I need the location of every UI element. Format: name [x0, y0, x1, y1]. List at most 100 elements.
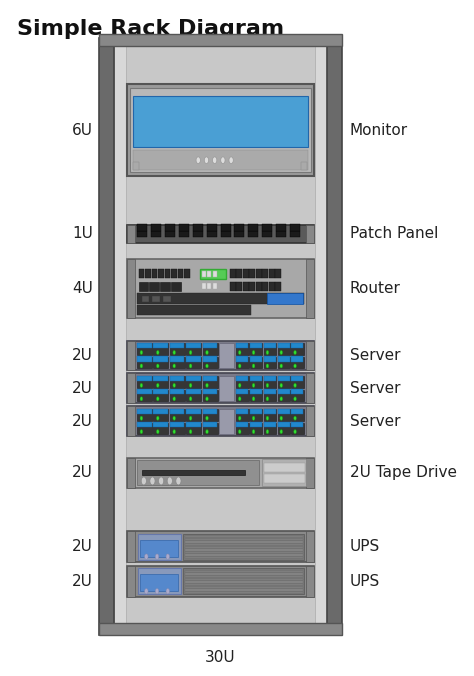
Bar — [208, 270, 211, 277]
Circle shape — [266, 383, 269, 387]
Bar — [160, 282, 170, 291]
Bar — [250, 343, 263, 355]
Bar — [184, 587, 302, 588]
Bar — [114, 38, 327, 635]
Bar — [256, 270, 262, 279]
Circle shape — [173, 430, 175, 434]
Bar — [186, 389, 201, 394]
Bar — [277, 377, 290, 387]
Bar — [243, 282, 248, 291]
Circle shape — [280, 430, 283, 434]
Bar — [133, 162, 139, 170]
Circle shape — [156, 416, 159, 420]
Bar — [277, 389, 290, 401]
Bar — [202, 343, 217, 348]
Circle shape — [294, 416, 296, 420]
Bar — [277, 422, 290, 427]
Bar — [202, 357, 218, 368]
Text: 1U: 1U — [72, 226, 93, 241]
Bar — [292, 377, 304, 387]
Bar — [153, 343, 168, 355]
Bar — [220, 231, 230, 237]
Bar — [277, 409, 290, 414]
Bar — [137, 409, 152, 420]
Bar — [137, 356, 152, 362]
Bar — [128, 341, 135, 370]
Bar — [202, 409, 218, 420]
Circle shape — [280, 364, 283, 368]
Text: Patch Panel: Patch Panel — [350, 226, 438, 241]
Bar — [306, 224, 314, 243]
Bar — [186, 376, 201, 381]
Bar — [277, 356, 290, 362]
Bar — [219, 408, 234, 434]
Bar — [171, 270, 177, 279]
Bar — [153, 409, 168, 414]
Circle shape — [156, 430, 159, 434]
Circle shape — [252, 397, 255, 401]
Bar — [264, 422, 276, 434]
Bar — [186, 422, 201, 427]
Bar — [236, 389, 248, 394]
Circle shape — [166, 554, 170, 559]
Circle shape — [156, 364, 159, 368]
Circle shape — [140, 350, 143, 354]
Bar — [153, 357, 168, 368]
Bar — [202, 389, 218, 401]
Bar — [249, 282, 255, 291]
Circle shape — [140, 416, 143, 420]
Bar — [170, 377, 185, 387]
Bar — [153, 422, 168, 427]
Bar — [292, 409, 303, 414]
Bar — [153, 356, 168, 362]
Bar — [186, 343, 201, 348]
Bar — [165, 224, 175, 231]
Circle shape — [212, 157, 217, 164]
Bar — [133, 96, 308, 147]
Circle shape — [238, 416, 241, 420]
Bar — [235, 224, 245, 231]
Bar — [236, 389, 248, 401]
Text: Server: Server — [350, 414, 400, 429]
Text: 2U: 2U — [72, 414, 93, 429]
Bar — [142, 296, 149, 301]
Bar — [184, 554, 302, 556]
Bar — [236, 343, 248, 355]
Circle shape — [252, 383, 255, 387]
Bar — [243, 270, 248, 279]
Circle shape — [176, 477, 181, 485]
Bar — [138, 569, 181, 594]
Bar — [184, 549, 302, 551]
Bar — [235, 231, 245, 237]
Bar — [137, 376, 152, 381]
Circle shape — [294, 350, 296, 354]
Bar — [264, 409, 276, 414]
Circle shape — [266, 350, 269, 354]
Bar — [262, 231, 272, 237]
Bar — [151, 224, 161, 231]
Bar — [140, 574, 178, 592]
Bar — [138, 282, 148, 291]
Bar — [292, 343, 304, 355]
Bar — [171, 282, 181, 291]
Text: 2U: 2U — [72, 574, 93, 589]
Bar — [138, 270, 144, 279]
Bar — [306, 566, 314, 597]
Bar — [236, 376, 248, 381]
Bar — [248, 231, 258, 237]
Bar — [250, 422, 263, 434]
Text: 2U: 2U — [72, 348, 93, 363]
Circle shape — [141, 477, 146, 485]
Bar — [249, 270, 255, 279]
Circle shape — [294, 383, 296, 387]
Circle shape — [294, 397, 296, 401]
Bar — [186, 357, 201, 368]
Bar — [202, 343, 218, 355]
Circle shape — [173, 383, 175, 387]
Bar — [290, 224, 300, 231]
Bar — [269, 282, 274, 291]
Bar — [137, 357, 152, 368]
Bar — [128, 406, 135, 436]
Text: Server: Server — [350, 381, 400, 396]
Bar — [137, 422, 152, 427]
